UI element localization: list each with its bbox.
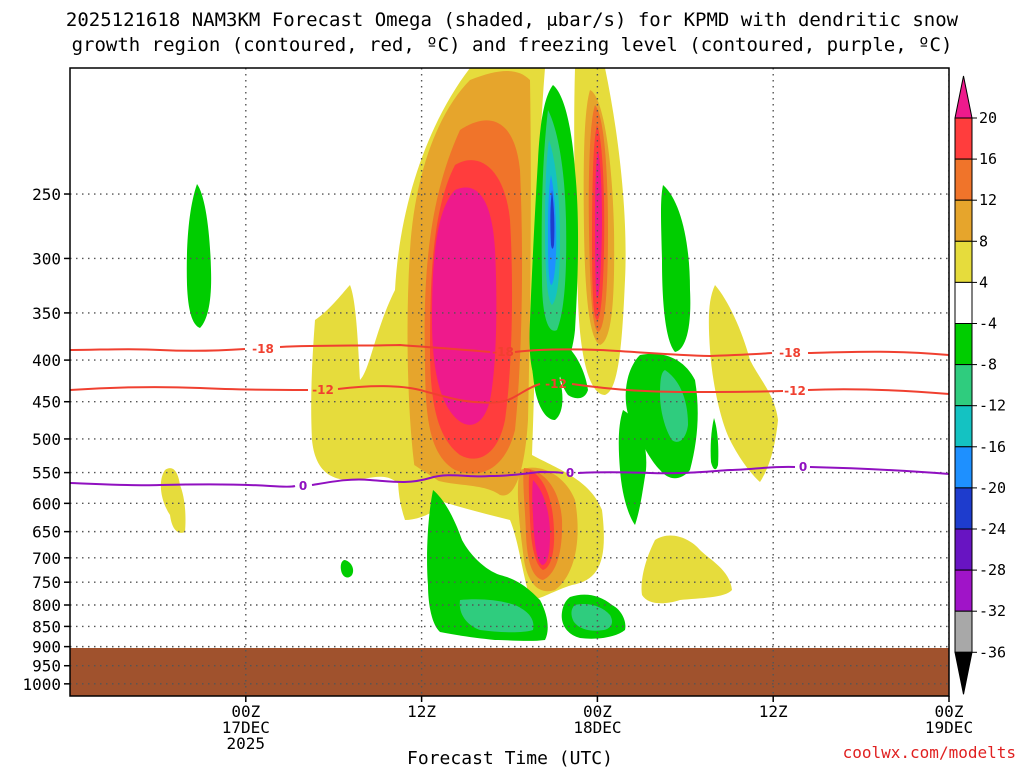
x-tick-label: 17DEC [222, 718, 270, 737]
y-tick-label: 750 [32, 573, 61, 592]
colorbar-segment [954, 199, 973, 242]
omega-region-teal-lower-right [571, 604, 612, 631]
colorbar-label: -12 [979, 397, 1006, 415]
colorbar-bottom-arrow [954, 651, 973, 695]
colorbar-label: 4 [979, 273, 988, 291]
contour-labels: -18 -18 -18 -12 -12 -12 0 0 0 [252, 342, 807, 493]
colorbar-label: 8 [979, 232, 988, 250]
y-tick-label: 500 [32, 430, 61, 449]
temperature-contours [70, 343, 949, 488]
colorbar-segment [954, 158, 973, 201]
colorbar-segment [954, 528, 973, 571]
x-tick-label: 00Z [583, 702, 612, 721]
gridlines [70, 68, 949, 696]
x-tick-label: 19DEC [925, 718, 973, 737]
contour-line-minus18 [70, 343, 949, 358]
colorbar-segment [954, 610, 973, 653]
credit-text: coolwx.com/modelts [843, 743, 1016, 762]
omega-region-green-left [186, 184, 212, 328]
contour-label-minus12-c: -12 [784, 384, 806, 398]
y-tick-label: 1000 [22, 675, 61, 694]
omega-region-green-right-small [710, 418, 719, 470]
colorbar-segment [954, 240, 973, 283]
colorbar-label: -4 [979, 315, 997, 333]
x-tick-label: 00Z [231, 702, 260, 721]
omega-region-yellow-right-mid [708, 285, 778, 482]
colorbar-label: -32 [979, 602, 1006, 620]
colorbar: 20 16 12 8 4 -4 -8 -12 -16 -20 -24 -28 -32 -36 [954, 75, 1006, 695]
contour-label-minus18-c: -18 [779, 346, 801, 360]
contour-label-zero-a: 0 [299, 479, 307, 493]
colorbar-label: 16 [979, 150, 997, 168]
contour-label-zero-b: 0 [566, 466, 574, 480]
colorbar-label: 20 [979, 109, 997, 127]
contour-label-zero-c: 0 [799, 460, 807, 474]
contour-label-minus12-b: -12 [545, 377, 567, 391]
omega-region-magenta-lower [532, 480, 550, 565]
colorbar-segment [954, 405, 973, 448]
omega-region-yellow-small-2 [641, 535, 732, 604]
contour-line-minus12 [70, 383, 949, 404]
y-tick-label: 350 [32, 304, 61, 323]
x-tick-label: 18DEC [573, 718, 621, 737]
y-axis: 250 300 350 400 450 500 550 600 650 700 750 800 850 9… [22, 185, 70, 694]
below-ground-surface [70, 648, 949, 696]
x-tick-label: 12Z [759, 702, 788, 721]
omega-region-green-right-low [618, 410, 647, 525]
contour-label-minus18-b: -18 [492, 345, 514, 359]
omega-region-teal-lower-left [459, 599, 534, 633]
contour-label-minus12-a: -12 [312, 383, 334, 397]
omega-region-darkblue-central [550, 190, 555, 249]
contour-line-zero [70, 465, 949, 488]
colorbar-label: -16 [979, 438, 1006, 456]
contour-label-minus18-a: -18 [252, 342, 274, 356]
y-tick-label: 400 [32, 351, 61, 370]
chart-title-line-1: 2025121618 NAM3KM Forecast Omega (shaded… [66, 9, 959, 31]
colorbar-segment [954, 487, 973, 530]
colorbar-segment [954, 364, 973, 407]
colorbar-label: -28 [979, 561, 1006, 579]
colorbar-segment [954, 446, 973, 489]
colorbar-segment [954, 569, 973, 612]
colorbar-segment [954, 117, 973, 160]
omega-region-green-central-right [558, 340, 588, 399]
colorbar-label: -36 [979, 643, 1006, 661]
y-tick-label: 300 [32, 249, 61, 268]
y-tick-label: 250 [32, 185, 61, 204]
omega-shading [70, 68, 949, 696]
y-tick-label: 550 [32, 464, 61, 483]
y-tick-label: 850 [32, 617, 61, 636]
colorbar-segment [954, 323, 973, 366]
omega-region-green-right-mid [625, 353, 698, 479]
omega-region-green-lower-left [427, 490, 548, 641]
colorbar-label: -24 [979, 520, 1006, 538]
omega-region-green-right [661, 185, 691, 352]
y-tick-label: 600 [32, 494, 61, 513]
colorbar-label: 12 [979, 191, 997, 209]
y-tick-label: 700 [32, 549, 61, 568]
omega-region-teal-right-mid [660, 370, 688, 442]
omega-region-magenta [432, 187, 497, 425]
y-tick-label: 650 [32, 523, 61, 542]
x-axis-label: Forecast Time (UTC) [407, 748, 613, 768]
omega-region-green-central-low [531, 300, 563, 420]
x-tick-label: 00Z [935, 702, 964, 721]
omega-region-green-small-dot [340, 560, 354, 578]
y-tick-label: 950 [32, 657, 61, 676]
x-tick-label: 12Z [407, 702, 436, 721]
colorbar-label: -20 [979, 479, 1006, 497]
plot-frame [69, 67, 950, 697]
chart-title-line-2: growth region (contoured, red, ºC) and f… [72, 34, 953, 56]
y-tick-label: 450 [32, 393, 61, 412]
x-tick-label: 2025 [227, 734, 266, 753]
y-tick-label: 900 [32, 638, 61, 657]
colorbar-label: -8 [979, 356, 997, 374]
y-tick-label: 800 [32, 596, 61, 615]
plot-area [70, 68, 949, 696]
colorbar-segment [954, 281, 973, 324]
